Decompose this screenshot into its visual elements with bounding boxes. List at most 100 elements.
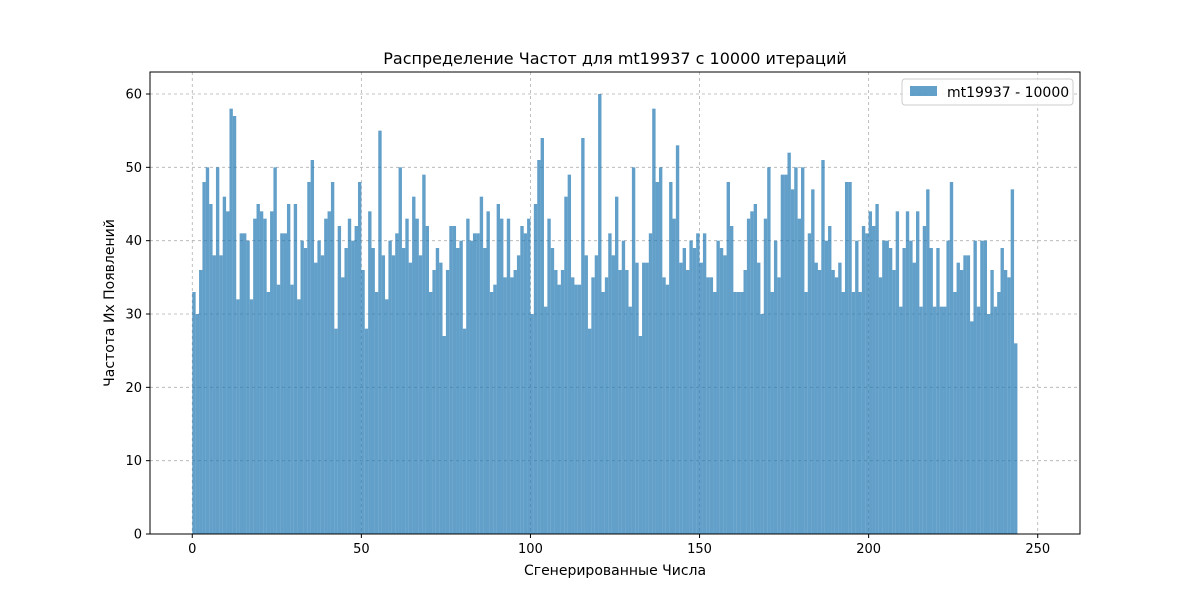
histogram-bar	[412, 196, 416, 534]
histogram-bar	[953, 292, 957, 534]
histogram-bar	[401, 248, 406, 534]
histogram-bar	[875, 204, 879, 534]
histogram-bar	[736, 292, 741, 534]
histogram-bar	[486, 211, 490, 535]
histogram-bar	[794, 167, 798, 535]
histogram-bar	[215, 167, 220, 535]
histogram-bar	[628, 306, 632, 534]
histogram-bar	[645, 262, 649, 534]
histogram-bar	[500, 218, 504, 534]
histogram-bar	[276, 284, 281, 534]
histogram-bar	[882, 240, 886, 534]
histogram-bar	[236, 299, 240, 534]
histogram-bar	[337, 226, 342, 534]
histogram-bar	[307, 182, 311, 534]
histogram-bar	[466, 218, 470, 534]
histogram-bar	[963, 255, 967, 535]
histogram-bar	[567, 174, 572, 534]
histogram-bar	[385, 299, 389, 534]
histogram-bar	[324, 218, 328, 534]
histogram-bar	[713, 292, 717, 534]
histogram-bar	[1010, 189, 1015, 535]
histogram-bar	[861, 226, 866, 534]
histogram-bar	[327, 211, 331, 535]
histogram-bars	[192, 94, 1018, 535]
histogram-bar	[987, 314, 991, 534]
histogram-bar	[740, 292, 744, 534]
histogram-bar	[581, 138, 585, 534]
histogram-bar	[821, 160, 825, 534]
histogram-bar	[361, 270, 365, 534]
y-tick-label: 50	[125, 161, 142, 176]
histogram-bar	[844, 182, 849, 534]
histogram-bar	[631, 167, 636, 535]
histogram-bar	[253, 218, 257, 534]
legend-swatch	[910, 86, 937, 96]
histogram-bar	[699, 262, 703, 534]
y-tick-label: 10	[125, 454, 142, 469]
histogram-bar	[658, 167, 663, 535]
histogram-bar	[293, 204, 298, 534]
histogram-bar	[516, 255, 521, 535]
histogram-bar	[665, 284, 670, 534]
histogram-bar	[280, 233, 284, 535]
histogram-bar	[513, 270, 517, 534]
histogram-bar	[689, 240, 693, 534]
y-tick-label: 40	[125, 234, 142, 249]
histogram-bar	[729, 226, 734, 534]
histogram-bar	[351, 240, 355, 534]
histogram-bar	[750, 211, 754, 535]
histogram-bar	[219, 255, 223, 535]
histogram-bar	[662, 277, 666, 534]
histogram-bar	[378, 130, 382, 534]
histogram-bar	[415, 218, 419, 534]
histogram-bar	[919, 306, 923, 534]
histogram-bar	[709, 277, 714, 534]
histogram-bar	[476, 233, 480, 535]
histogram-bar	[790, 189, 795, 535]
histogram-bar	[966, 255, 971, 535]
x-tick-label: 50	[353, 542, 370, 557]
histogram-bar	[334, 328, 338, 534]
histogram-bar	[909, 240, 913, 534]
histogram-bar	[824, 240, 829, 534]
histogram-bar	[902, 248, 906, 534]
histogram-bar	[642, 262, 646, 534]
histogram-bar	[848, 182, 852, 534]
x-axis-label: Сгенерированные Числа	[524, 563, 706, 579]
histogram-bar	[652, 108, 656, 535]
histogram-bar	[344, 248, 348, 534]
histogram-bar	[611, 255, 615, 535]
histogram-bar	[442, 336, 446, 534]
histogram-bar	[801, 167, 805, 535]
histogram-bar	[932, 306, 937, 534]
histogram-bar	[888, 248, 893, 534]
histogram-bar	[232, 116, 237, 534]
histogram-bar	[371, 248, 375, 534]
histogram-bar	[594, 255, 599, 535]
histogram-bar	[787, 152, 791, 534]
histogram-bar	[993, 306, 998, 534]
histogram-bar	[574, 284, 578, 534]
histogram-bar	[209, 204, 213, 534]
histogram-bar	[763, 218, 768, 534]
histogram-bar	[469, 240, 473, 534]
histogram-bar	[418, 255, 423, 535]
y-axis-label: Частота Их Появлений	[102, 219, 118, 387]
histogram-bar	[817, 270, 822, 534]
x-tick-label: 250	[1025, 542, 1050, 557]
histogram-bar	[976, 306, 981, 534]
histogram-bar	[929, 248, 933, 534]
histogram-bar	[851, 292, 856, 534]
histogram-bar	[905, 211, 910, 535]
histogram-bar	[716, 240, 720, 534]
histogram-bar	[777, 277, 781, 534]
histogram-bar	[320, 255, 325, 535]
histogram-bar	[435, 248, 440, 534]
histogram-bar	[675, 145, 680, 535]
histogram-bar	[229, 108, 233, 535]
histogram-bar	[990, 270, 994, 534]
histogram-bar	[655, 182, 659, 534]
histogram-bar	[865, 233, 869, 535]
